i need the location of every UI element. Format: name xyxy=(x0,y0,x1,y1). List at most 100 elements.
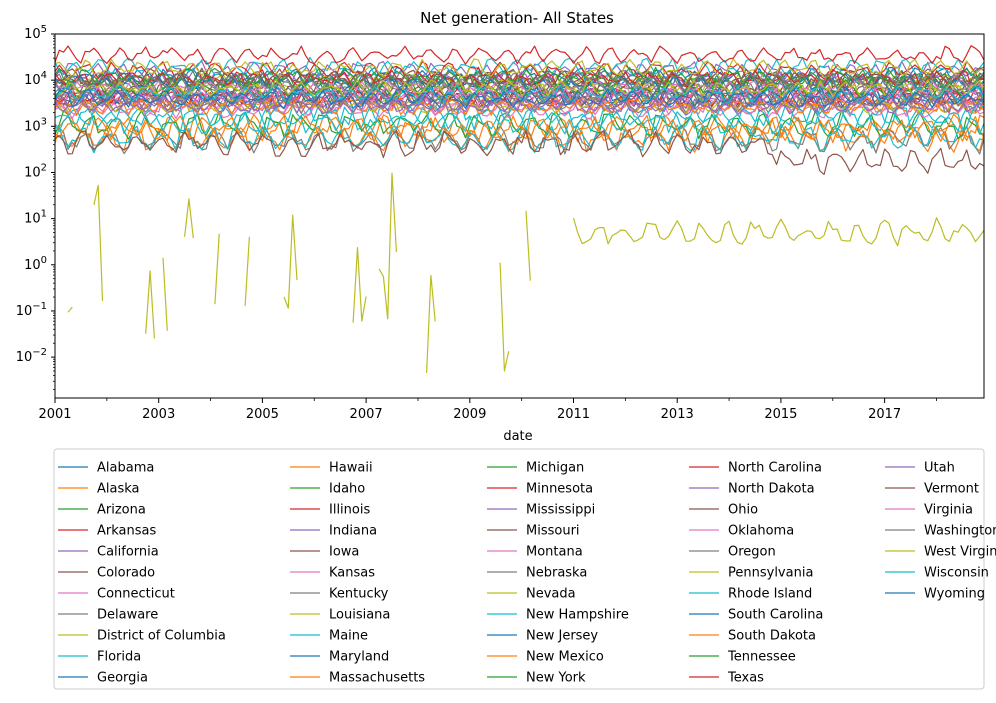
x-tick-label: 2015 xyxy=(764,407,797,422)
legend-label: Delaware xyxy=(97,608,158,623)
legend-label: South Dakota xyxy=(728,629,816,644)
legend-label: Connecticut xyxy=(97,587,175,602)
y-tick-exponent: 2 xyxy=(41,162,47,173)
legend-label: New York xyxy=(526,671,586,686)
legend-label: Maine xyxy=(329,629,368,644)
legend-label: New Hampshire xyxy=(526,608,629,623)
y-tick-label: 100 xyxy=(24,255,47,273)
legend-label: Mississippi xyxy=(526,503,595,518)
series-line-wyoming xyxy=(55,88,984,109)
x-tick-label: 2003 xyxy=(142,407,175,422)
legend-label: Rhode Island xyxy=(728,587,812,602)
series-line-rhode-island xyxy=(55,123,984,154)
y-tick-exponent: −1 xyxy=(32,301,47,312)
series-line-new-hampshire xyxy=(55,102,984,133)
legend-label: Oregon xyxy=(728,545,776,560)
legend-label: Kentucky xyxy=(329,587,389,602)
chart-title: Net generation- All States xyxy=(420,9,614,27)
y-tick-exponent: 1 xyxy=(41,209,47,220)
legend-label: Alaska xyxy=(97,482,140,497)
legend-label: Nevada xyxy=(526,587,576,602)
series-line-south-dakota xyxy=(55,113,984,144)
y-tick-base: 10 xyxy=(16,304,33,319)
y-tick-base: 10 xyxy=(24,165,41,180)
legend-label: Colorado xyxy=(97,566,155,581)
legend-label: Idaho xyxy=(329,482,365,497)
legend-label: Louisiana xyxy=(329,608,390,623)
y-tick-label: 105 xyxy=(24,24,47,42)
y-tick-exponent: 5 xyxy=(41,24,47,35)
legend-label: Wisconsin xyxy=(924,566,989,581)
legend-label: West Virginia xyxy=(924,545,996,560)
y-tick-label: 104 xyxy=(24,70,47,88)
legend-label: Pennsylvania xyxy=(728,566,813,581)
legend-label: Texas xyxy=(727,671,764,686)
y-tick-exponent: −2 xyxy=(32,347,47,358)
y-tick-label: 10−2 xyxy=(16,347,47,365)
legend-label: Ohio xyxy=(728,503,758,518)
series-line-florida xyxy=(55,56,984,78)
legend-label: Maryland xyxy=(329,650,389,665)
y-tick-base: 10 xyxy=(16,350,33,365)
legend-label: Florida xyxy=(97,650,141,665)
y-tick-exponent: 3 xyxy=(41,116,47,127)
legend-label: Hawaii xyxy=(329,461,373,476)
legend-label: Indiana xyxy=(329,524,377,539)
y-tick-label: 101 xyxy=(24,209,47,227)
legend-label: Michigan xyxy=(526,461,584,476)
legend-label: Tennessee xyxy=(727,650,796,665)
x-tick-label: 2017 xyxy=(868,407,901,422)
legend-label: Arizona xyxy=(97,503,146,518)
legend-label: Alabama xyxy=(97,461,154,476)
x-tick-label: 2001 xyxy=(38,407,71,422)
legend-label: Virginia xyxy=(924,503,973,518)
y-tick-exponent: 0 xyxy=(41,255,47,266)
x-tick-label: 2011 xyxy=(557,407,590,422)
y-tick-base: 10 xyxy=(24,258,41,273)
x-tick-label: 2005 xyxy=(246,407,279,422)
series-line-utah xyxy=(55,92,984,113)
legend-label: Wyoming xyxy=(924,587,985,602)
y-tick-base: 10 xyxy=(24,73,41,88)
legend-items: Alabama Alaska Arizona Arkansas California Co… xyxy=(58,461,996,686)
x-tick-label: 2009 xyxy=(453,407,486,422)
y-tick-base: 10 xyxy=(24,119,41,134)
series-line-virginia xyxy=(55,79,984,100)
y-tick-label: 10−1 xyxy=(16,301,47,319)
series-line-texas xyxy=(55,45,984,65)
legend-label: Minnesota xyxy=(526,482,593,497)
series-layer xyxy=(55,45,984,374)
legend-label: Washington xyxy=(924,524,996,539)
legend-label: Massachusetts xyxy=(329,671,425,686)
y-tick-label: 102 xyxy=(24,162,47,180)
legend-label: North Dakota xyxy=(728,482,815,497)
y-tick-exponent: 4 xyxy=(41,70,47,81)
series-line-west-virginia xyxy=(55,79,984,99)
legend-label: North Carolina xyxy=(728,461,822,476)
legend-label: District of Columbia xyxy=(97,629,226,644)
y-tick-base: 10 xyxy=(24,27,41,42)
x-tick-label: 2013 xyxy=(661,407,694,422)
legend-label: Iowa xyxy=(329,545,359,560)
legend-label: Oklahoma xyxy=(728,524,794,539)
x-axis-label: date xyxy=(503,429,532,444)
legend-label: Kansas xyxy=(329,566,375,581)
legend: Alabama Alaska Arizona Arkansas California Co… xyxy=(53,448,996,690)
plot-frame xyxy=(54,33,985,399)
y-tick-base: 10 xyxy=(24,212,41,227)
x-tick-label: 2007 xyxy=(350,407,383,422)
legend-label: Utah xyxy=(924,461,955,476)
legend-label: Georgia xyxy=(97,671,148,686)
legend-label: Illinois xyxy=(329,503,370,518)
legend-label: New Jersey xyxy=(526,629,598,644)
legend-label: New Mexico xyxy=(526,650,604,665)
legend-frame xyxy=(53,448,985,690)
series-line-vermont xyxy=(55,129,984,175)
series-line-district-of-columbia xyxy=(67,172,984,374)
series-line-tennessee xyxy=(55,78,984,99)
series-line-washington xyxy=(55,72,984,93)
legend-label: Arkansas xyxy=(97,524,156,539)
